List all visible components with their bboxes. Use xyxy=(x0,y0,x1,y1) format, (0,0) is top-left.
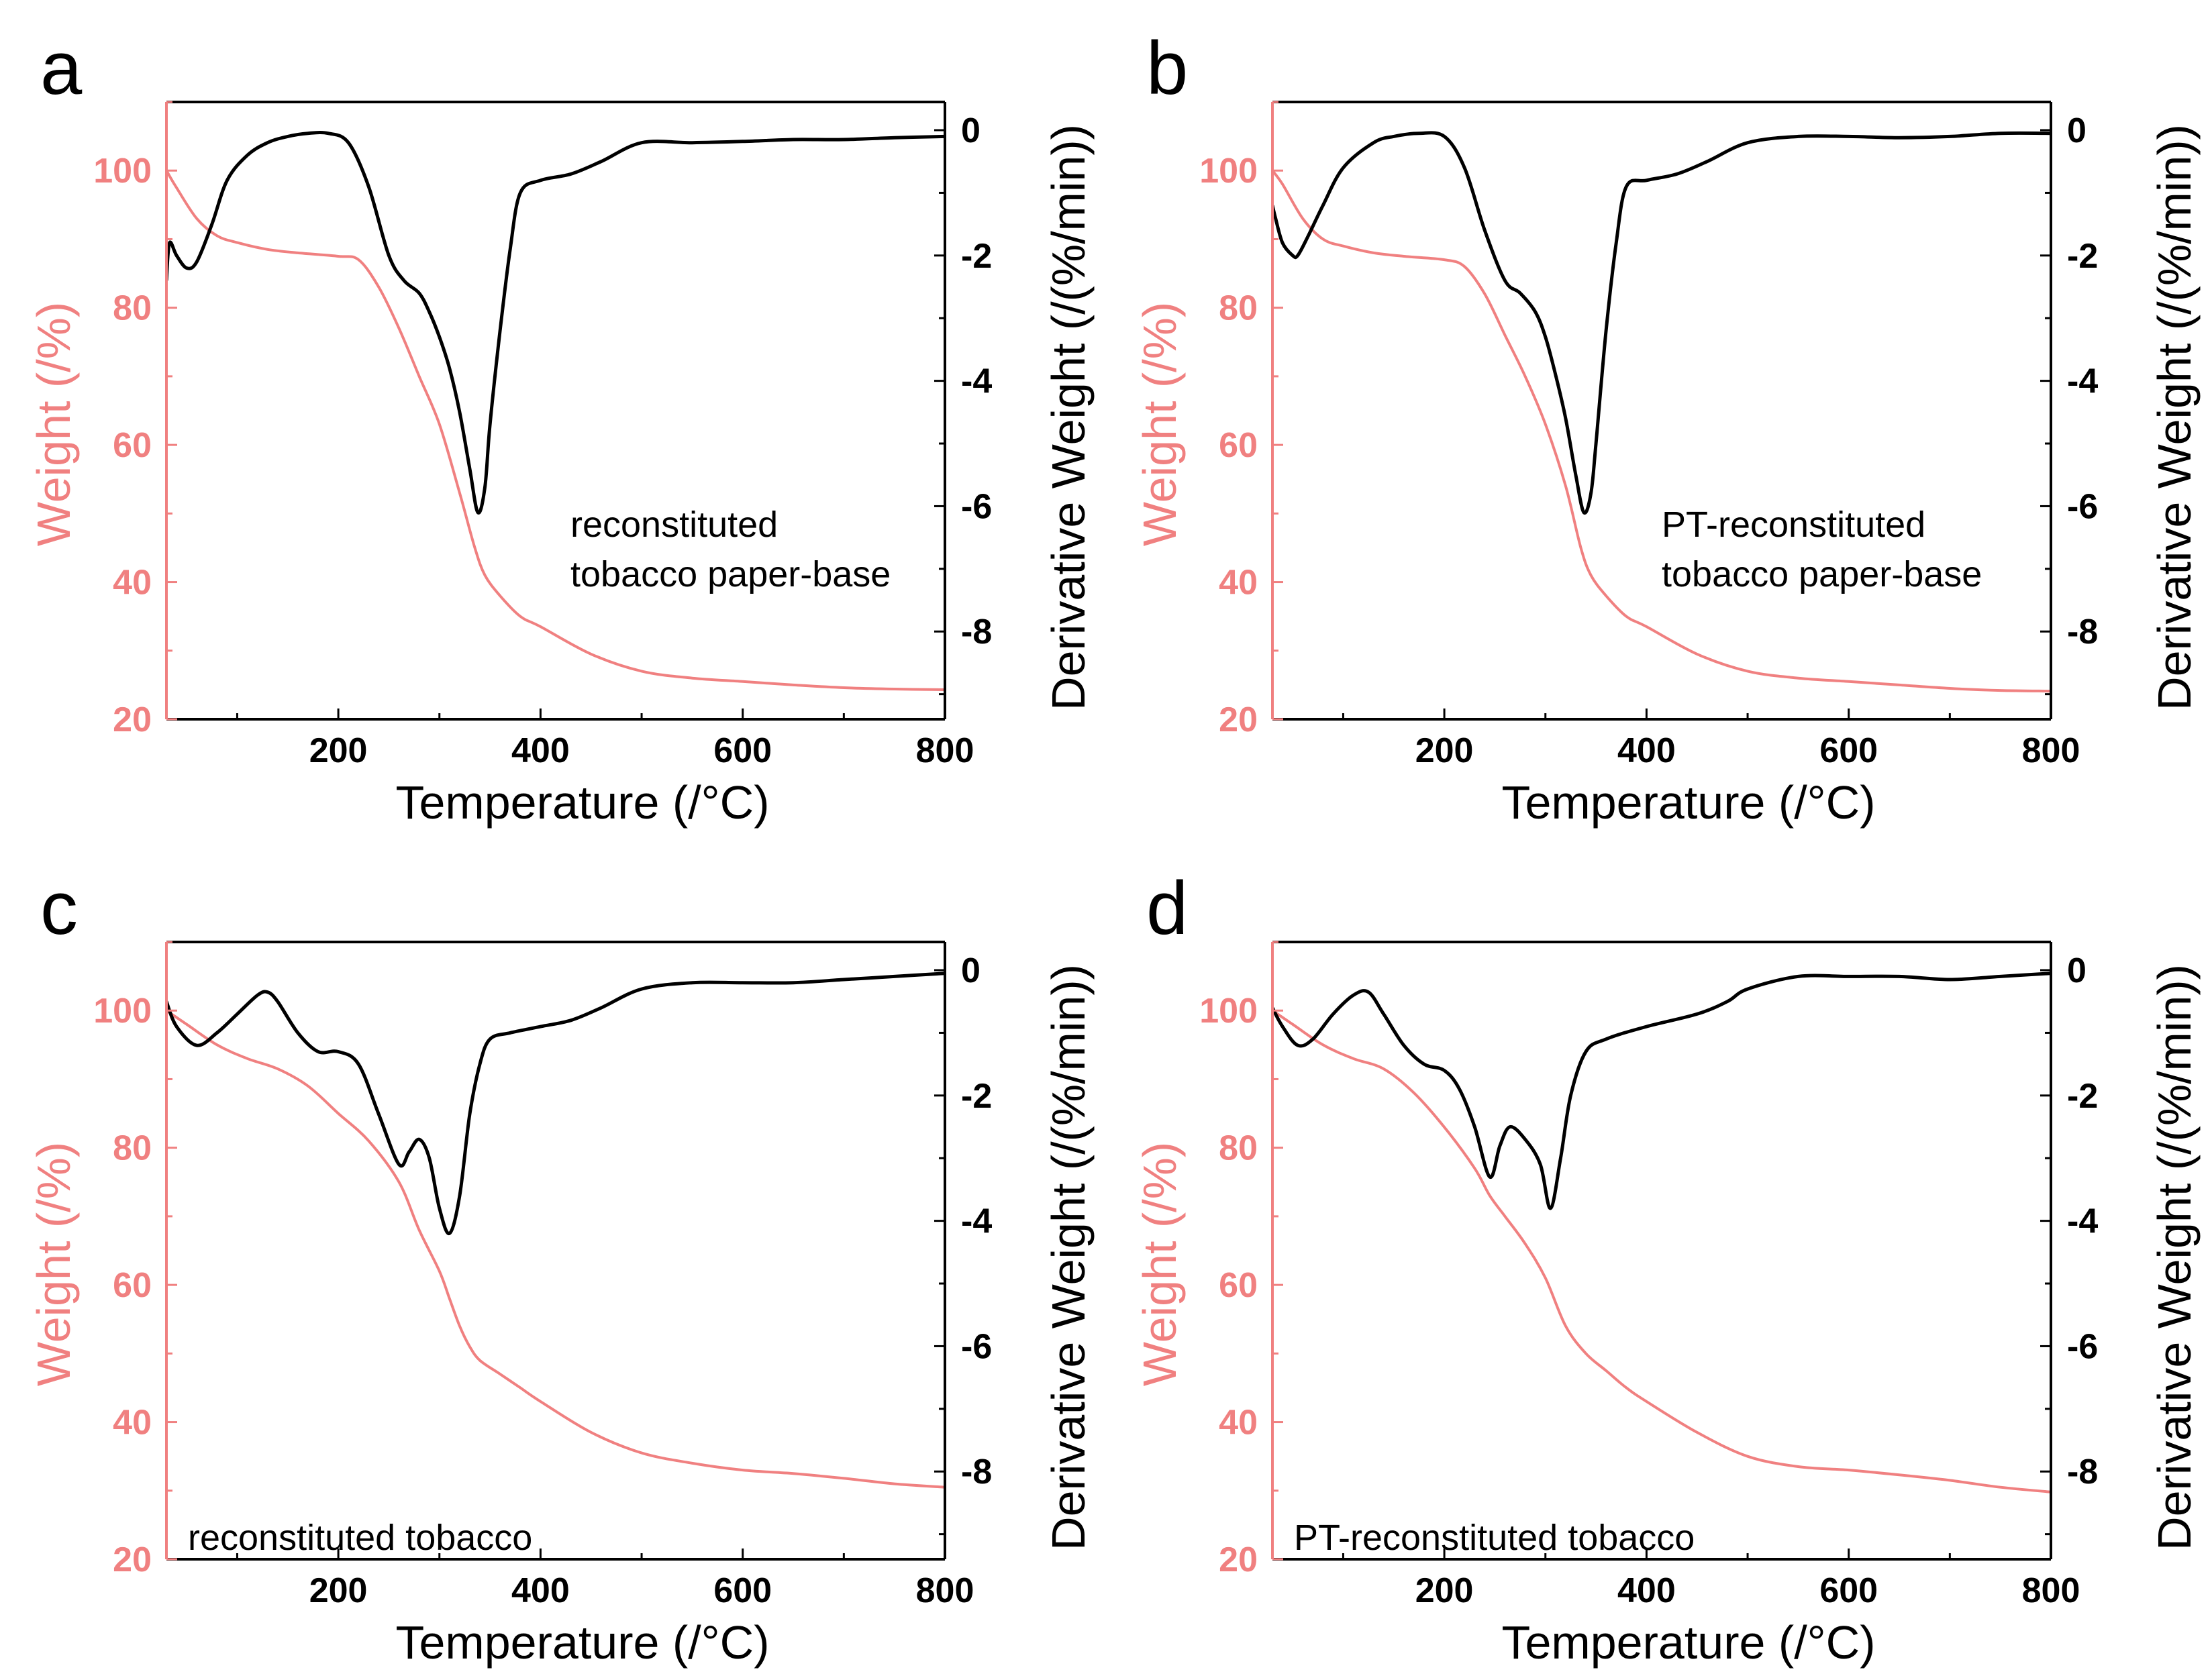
weight-line xyxy=(1272,1009,2051,1493)
x-tick-label: 400 xyxy=(1617,1571,1676,1610)
panel-d: d 200 400 600 800 20 40 60 80 100 0 -2 -4 -6 -8 Tempera… xyxy=(1134,866,2201,1669)
x-axis-title: Temperature (/°C) xyxy=(1501,1616,1875,1669)
left-y-tick-label: 80 xyxy=(1219,289,1258,328)
panel-letter: d xyxy=(1146,866,1188,950)
right-y-tick-label: -2 xyxy=(2067,237,2098,276)
weight-line xyxy=(1272,169,2051,693)
x-tick-label: 200 xyxy=(309,731,368,770)
x-tick-label: 400 xyxy=(511,1571,570,1610)
derivative-weight-line xyxy=(166,130,945,515)
x-tick-label: 800 xyxy=(916,1571,974,1610)
right-y-axis-title: Derivative Weight (/(%/min)) xyxy=(1042,124,1095,711)
right-y-tick-label: -8 xyxy=(961,613,992,651)
x-axis-title: Temperature (/°C) xyxy=(1501,776,1875,829)
right-y-tick-label: -6 xyxy=(2067,487,2098,526)
annotation-line: tobacco paper-base xyxy=(570,554,891,594)
x-tick-label: 200 xyxy=(1415,731,1474,770)
left-y-tick-label: 40 xyxy=(1219,1404,1258,1442)
x-tick-label: 600 xyxy=(1819,731,1878,770)
left-y-tick-label: 20 xyxy=(113,1540,152,1579)
annotation-line: PT-reconstituted tobacco xyxy=(1294,1518,1695,1558)
left-y-axis-title: Weight (/%) xyxy=(28,302,80,546)
annotation-line: PT-reconstituted xyxy=(1662,505,1925,545)
right-y-tick-label: -2 xyxy=(961,237,992,276)
panel-letter: b xyxy=(1146,26,1188,110)
x-tick-label: 800 xyxy=(2022,731,2080,770)
left-y-tick-label: 80 xyxy=(113,289,152,328)
left-y-axis-title: Weight (/%) xyxy=(1134,1142,1186,1386)
left-y-axis-title: Weight (/%) xyxy=(28,1142,80,1386)
x-axis-title: Temperature (/°C) xyxy=(395,1616,769,1669)
left-y-axis-title: Weight (/%) xyxy=(1134,302,1186,546)
left-y-tick-label: 60 xyxy=(1219,1266,1258,1305)
left-y-tick-label: 80 xyxy=(113,1129,152,1168)
right-y-tick-label: -8 xyxy=(961,1453,992,1491)
left-y-tick-label: 60 xyxy=(113,426,152,465)
right-y-tick-label: -2 xyxy=(961,1077,992,1116)
right-y-axis-title: Derivative Weight (/(%/min)) xyxy=(1042,964,1095,1551)
right-y-tick-label: -6 xyxy=(2067,1327,2098,1366)
left-y-tick-label: 40 xyxy=(113,564,152,602)
right-y-tick-label: -6 xyxy=(961,1327,992,1366)
panel-letter: a xyxy=(40,26,83,110)
left-y-tick-label: 60 xyxy=(1219,426,1258,465)
left-y-tick-label: 20 xyxy=(113,700,152,739)
x-tick-label: 800 xyxy=(916,731,974,770)
x-tick-label: 400 xyxy=(1617,731,1676,770)
weight-line xyxy=(166,170,945,691)
right-y-tick-label: -8 xyxy=(2067,613,2098,651)
right-y-tick-label: 0 xyxy=(961,951,981,990)
annotation-line: tobacco paper-base xyxy=(1662,554,1982,594)
panel-b: b 200 400 600 800 20 40 60 80 100 0 -2 -4 -6 -8 Tempera… xyxy=(1134,26,2201,829)
x-axis-title: Temperature (/°C) xyxy=(395,776,769,829)
right-y-tick-label: 0 xyxy=(2067,951,2087,990)
weight-line xyxy=(166,1009,945,1489)
left-y-tick-label: 80 xyxy=(1219,1129,1258,1168)
x-tick-label: 400 xyxy=(511,731,570,770)
right-y-tick-label: -4 xyxy=(2067,362,2098,401)
left-y-tick-label: 40 xyxy=(113,1404,152,1442)
panel-c: c 200 400 600 800 20 40 60 80 100 0 -2 -4 -6 -8 Tempera… xyxy=(28,866,1095,1669)
left-y-tick-label: 100 xyxy=(93,992,152,1031)
right-y-tick-label: 0 xyxy=(2067,111,2087,150)
right-y-tick-label: -6 xyxy=(961,487,992,526)
panel-a: a 200 400 600 800 20 40 60 80 100 0 -2 -4 -6 -8 Tempera… xyxy=(28,26,1095,829)
right-y-axis-title: Derivative Weight (/(%/min)) xyxy=(2148,124,2201,711)
right-y-tick-label: -4 xyxy=(2067,1202,2098,1241)
right-y-tick-label: -2 xyxy=(2067,1077,2098,1116)
x-tick-label: 200 xyxy=(1415,1571,1474,1610)
right-y-tick-label: -4 xyxy=(961,362,992,401)
right-y-tick-label: -8 xyxy=(2067,1453,2098,1491)
derivative-weight-line xyxy=(1272,972,2051,1210)
x-tick-label: 200 xyxy=(309,1571,368,1610)
left-y-tick-label: 60 xyxy=(113,1266,152,1305)
panel-letter: c xyxy=(40,866,78,950)
derivative-weight-line xyxy=(1272,131,2051,515)
right-y-tick-label: 0 xyxy=(961,111,981,150)
x-tick-label: 800 xyxy=(2022,1571,2080,1610)
left-y-tick-label: 40 xyxy=(1219,564,1258,602)
annotation-line: reconstituted tobacco xyxy=(188,1518,532,1558)
left-y-tick-label: 100 xyxy=(1199,992,1258,1031)
left-y-tick-label: 100 xyxy=(1199,152,1258,191)
right-y-axis-title: Derivative Weight (/(%/min)) xyxy=(2148,964,2201,1551)
left-y-tick-label: 20 xyxy=(1219,700,1258,739)
right-y-tick-label: -4 xyxy=(961,1202,992,1241)
left-y-tick-label: 100 xyxy=(93,152,152,191)
x-tick-label: 600 xyxy=(1819,1571,1878,1610)
derivative-weight-line xyxy=(166,972,945,1235)
x-tick-label: 600 xyxy=(713,731,772,770)
annotation-line: reconstituted xyxy=(570,505,778,545)
left-y-tick-label: 20 xyxy=(1219,1540,1258,1579)
x-tick-label: 600 xyxy=(713,1571,772,1610)
